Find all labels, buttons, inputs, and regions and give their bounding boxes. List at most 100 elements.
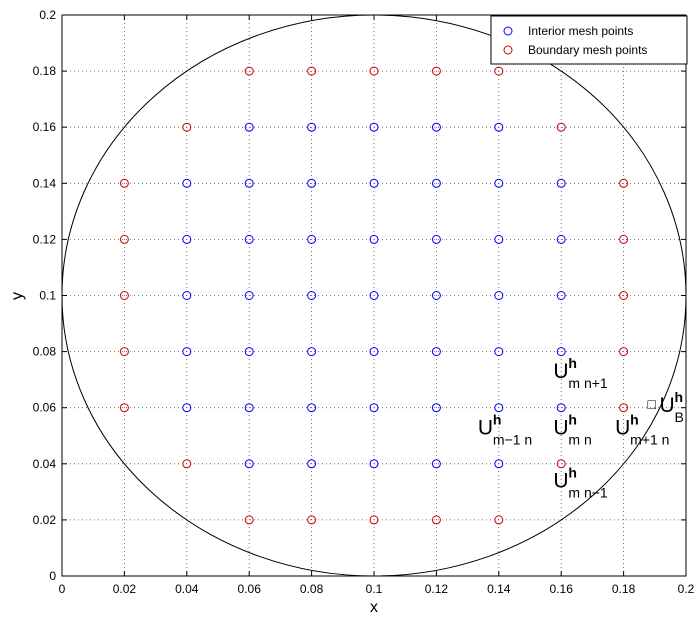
interior-mesh-point [182, 291, 192, 300]
stencil-main-symbol: U [659, 394, 674, 417]
x-tick-label: 0.02 [113, 582, 137, 596]
boundary-mesh-point [182, 122, 192, 132]
boundary-mesh-point [619, 178, 629, 188]
legend: Interior mesh points Boundary mesh point… [490, 15, 688, 65]
grid-lines [62, 15, 686, 576]
circle-boundary [61, 14, 687, 577]
interior-mesh-point [431, 403, 441, 413]
boundary-circle [61, 14, 687, 577]
y-tick-label: 0.18 [33, 64, 57, 78]
interior-mesh-point [307, 122, 317, 132]
interior-mesh-point [369, 347, 379, 357]
interior-mesh-point [369, 291, 379, 300]
x-tick-label: 0 [59, 582, 66, 596]
boundary-mesh-point [556, 122, 566, 132]
y-tick-label: 0 [49, 569, 56, 583]
y-tick-label: 0.08 [33, 345, 57, 359]
interior-mesh-point [494, 234, 504, 244]
x-tick-label: 0.08 [300, 582, 324, 596]
interior-mesh-point [244, 291, 254, 300]
x-tick-label: 0.18 [612, 582, 636, 596]
interior-mesh-point [182, 403, 192, 413]
stencil-main-symbol: U [615, 416, 630, 439]
interior-mesh-point [244, 234, 254, 244]
boundary-mesh-point [182, 459, 192, 469]
tick-labels: 0 0.02 0.04 0.06 0.08 0.1 0.12 0.14 0.16 0.18 0.2 0… [33, 8, 694, 596]
x-axis-label: x [370, 599, 378, 616]
interior-mesh-point [244, 178, 254, 188]
interior-mesh-point [556, 291, 566, 300]
legend-label-interior: Interior mesh points [528, 24, 633, 38]
boundary-mesh-point [619, 403, 629, 413]
stencil-main-symbol: U [553, 416, 568, 439]
x-tick-label: 0.2 [678, 582, 694, 596]
boundary-mesh-point [119, 347, 129, 357]
legend-box [490, 15, 688, 65]
interior-mesh-point [556, 178, 566, 188]
boundary-mesh-point [494, 66, 504, 76]
boundary-marker-glyph: □ [647, 396, 656, 412]
boundary-mesh-point [556, 459, 566, 469]
boundary-mesh-point [244, 515, 254, 525]
boundary-mesh-point [119, 291, 129, 300]
stencil-superscript: h [630, 411, 639, 427]
stencil-subscript: m+1 n [630, 431, 669, 447]
boundary-mesh-point [369, 515, 379, 525]
stencil-main-symbol: U [553, 360, 568, 383]
y-tick-label: 0.12 [33, 232, 57, 246]
interior-mesh-point [307, 178, 317, 188]
boundary-mesh-point [431, 66, 441, 76]
y-tick-label: 0.06 [33, 401, 57, 415]
boundary-mesh-point [494, 515, 504, 525]
x-tick-label: 0.12 [425, 582, 449, 596]
stencil-subscript: m−1 n [493, 431, 532, 447]
stencil-superscript: h [568, 411, 577, 427]
boundary-mesh-point [307, 66, 317, 76]
stencil-superscript: h [674, 389, 683, 405]
stencil-main-symbol: U [478, 416, 493, 439]
interior-mesh-point [182, 347, 192, 357]
stencil-superscript: h [568, 465, 577, 481]
interior-mesh-point [494, 178, 504, 188]
interior-mesh-point [556, 234, 566, 244]
stencil-subscript: m n [568, 431, 591, 447]
interior-mesh-point [494, 122, 504, 132]
interior-mesh-point [182, 178, 192, 188]
interior-mesh-point [431, 347, 441, 357]
interior-mesh-point [556, 403, 566, 413]
interior-mesh-point [431, 291, 441, 300]
interior-mesh-point [369, 459, 379, 469]
x-tick-label: 0.04 [175, 582, 199, 596]
interior-mesh-point [307, 291, 317, 300]
legend-marker-boundary [503, 45, 513, 55]
boundary-mesh-point [244, 66, 254, 76]
boundary-mesh-point [619, 347, 629, 357]
boundary-mesh-point [369, 66, 379, 76]
y-tick-label: 0.04 [33, 457, 57, 471]
interior-mesh-point [244, 403, 254, 413]
interior-mesh-point [307, 347, 317, 357]
stencil-subscript: m n+1 [568, 375, 608, 391]
y-tick-label: 0.2 [39, 8, 56, 22]
boundary-mesh-point [619, 291, 629, 300]
y-tick-label: 0.1 [39, 289, 56, 303]
interior-mesh-point [244, 347, 254, 357]
stencil-main-symbol: U [553, 470, 568, 493]
interior-mesh-point [307, 403, 317, 413]
mesh-points [119, 66, 629, 525]
interior-mesh-point [369, 403, 379, 413]
y-tick-label: 0.14 [33, 176, 57, 190]
interior-mesh-point [556, 347, 566, 357]
stencil-subscript: m n−1 [568, 485, 608, 501]
interior-mesh-point [431, 178, 441, 188]
interior-mesh-point [431, 234, 441, 244]
interior-mesh-point [494, 291, 504, 300]
y-tick-label: 0.02 [33, 513, 57, 527]
